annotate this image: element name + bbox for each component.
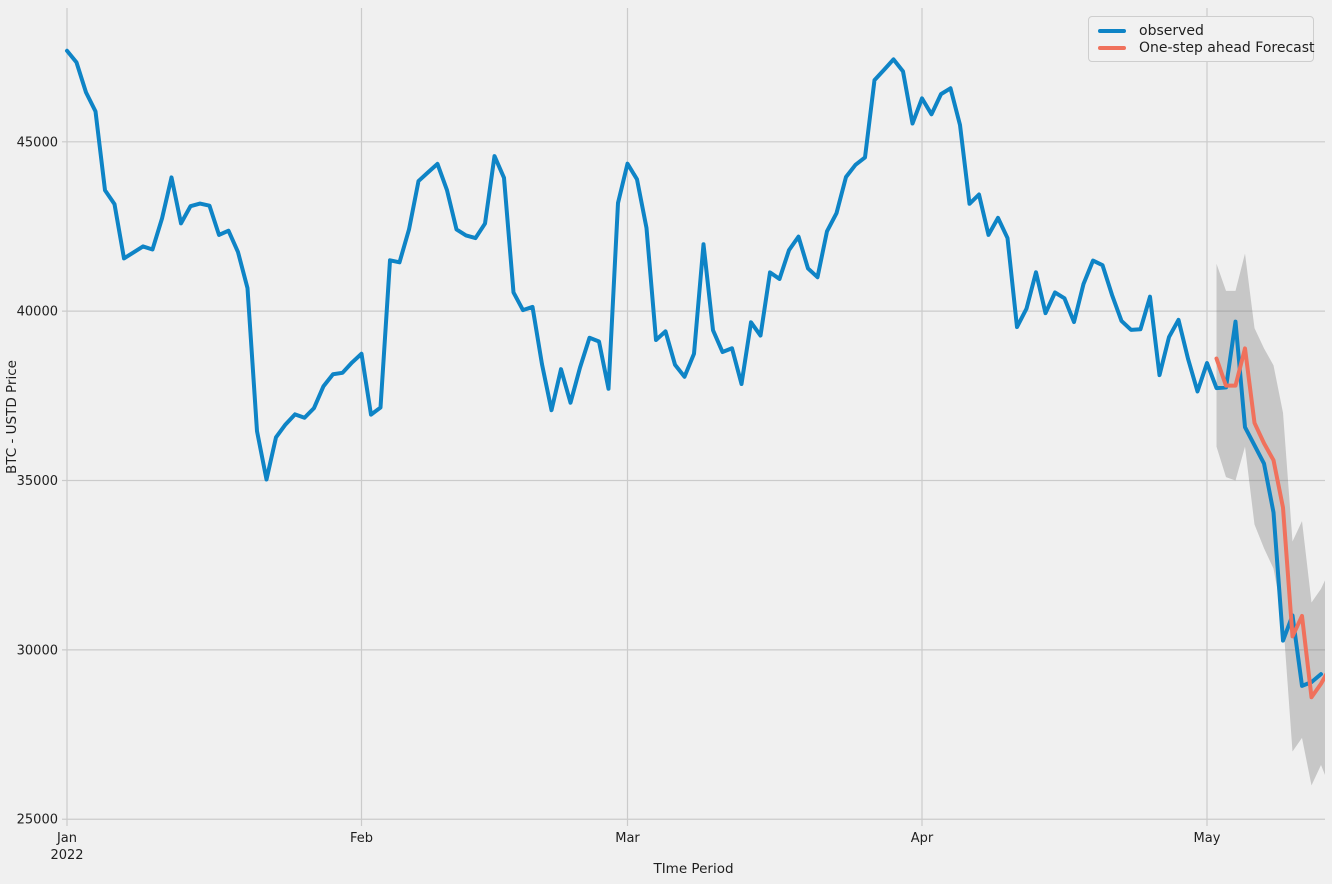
- legend: observed One-step ahead Forecast: [1088, 16, 1315, 62]
- forecast-line: [1214, 346, 1325, 700]
- x-tick-label: Mar: [615, 831, 640, 846]
- legend-item-observed: observed: [1098, 24, 1303, 38]
- y-axis-label: BTC - USTD Price: [4, 360, 20, 474]
- y-tick-label: 40000: [17, 305, 58, 320]
- forecast-line-swatch: [1098, 45, 1126, 50]
- observed-line-swatch: [1098, 28, 1126, 33]
- plot-area: [65, 48, 1325, 786]
- legend-label-forecast: One-step ahead Forecast: [1139, 39, 1315, 56]
- grid: [62, 8, 1325, 826]
- x-axis-label: TIme Period: [652, 861, 733, 877]
- x-tick-sublabel: 2022: [50, 848, 83, 863]
- x-tick-label: Feb: [350, 831, 373, 846]
- y-tick-label: 45000: [17, 135, 58, 150]
- y-tick-label: 35000: [17, 474, 58, 489]
- x-tick-label: Jan: [56, 831, 77, 846]
- legend-label-observed: observed: [1139, 22, 1204, 39]
- x-tick-label: Apr: [911, 831, 934, 846]
- tick-labels: 25000 30000 35000 40000 45000 Jan 2022 Feb Mar Ap…: [17, 135, 1221, 863]
- observed-line: [65, 48, 1323, 688]
- y-tick-label: 30000: [17, 643, 58, 658]
- y-tick-label: 25000: [17, 813, 58, 828]
- legend-item-forecast: One-step ahead Forecast: [1098, 41, 1315, 55]
- x-tick-label: May: [1194, 831, 1221, 846]
